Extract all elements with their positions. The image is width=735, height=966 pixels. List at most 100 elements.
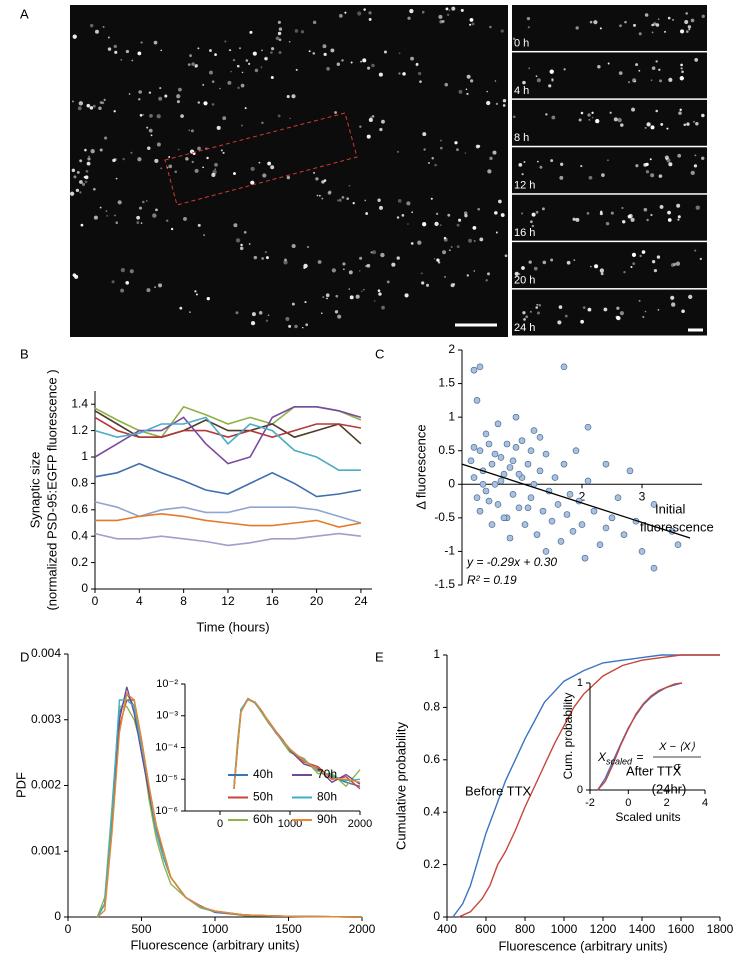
punctum	[605, 221, 610, 226]
punctum	[249, 30, 253, 34]
punctum	[695, 205, 700, 210]
punctum	[352, 202, 355, 205]
punctum	[680, 29, 685, 34]
punctum	[128, 93, 131, 95]
scatter-point	[503, 440, 511, 448]
punctum	[211, 103, 215, 106]
punctum	[74, 274, 79, 279]
punctum	[582, 306, 586, 309]
punctum	[686, 122, 690, 126]
scatter-point	[584, 477, 592, 485]
punctum	[158, 96, 163, 101]
punctum	[219, 87, 221, 90]
punctum	[419, 80, 422, 83]
punctum	[220, 149, 223, 152]
punctum	[80, 223, 84, 227]
punctum	[214, 168, 217, 170]
punctum	[258, 311, 263, 315]
punctum	[430, 197, 433, 200]
scatter-point	[527, 494, 535, 502]
punctum	[680, 67, 683, 70]
punctum	[548, 84, 552, 88]
punctum	[114, 50, 118, 54]
y-tick-label: 0	[448, 476, 455, 490]
punctum	[632, 78, 637, 83]
punctum	[396, 216, 400, 219]
punctum	[657, 18, 660, 21]
punctum	[642, 315, 645, 319]
punctum	[140, 41, 143, 44]
punctum	[630, 265, 633, 269]
punctum	[623, 270, 626, 274]
series-line	[452, 654, 720, 918]
punctum	[694, 57, 699, 62]
punctum	[264, 251, 267, 254]
punctum	[595, 118, 600, 124]
punctum	[599, 268, 605, 273]
punctum	[349, 295, 354, 300]
punctum	[203, 234, 205, 236]
time-label: 8 h	[514, 132, 529, 144]
punctum	[630, 217, 635, 222]
strip	[512, 52, 707, 99]
punctum	[194, 64, 199, 68]
scatter-point	[485, 440, 493, 448]
panel-label: A	[20, 6, 29, 21]
scatter-point	[491, 450, 499, 458]
y-tick-label: 0.001	[31, 843, 61, 857]
punctum	[240, 124, 243, 127]
punctum	[521, 212, 524, 215]
punctum	[469, 17, 474, 22]
punctum	[88, 155, 90, 158]
punctum	[252, 51, 257, 56]
punctum	[632, 262, 636, 266]
punctum	[154, 158, 159, 163]
punctum	[305, 323, 309, 327]
time-label: 24 h	[514, 322, 535, 334]
punctum	[594, 264, 599, 269]
punctum	[84, 148, 87, 152]
punctum	[104, 136, 108, 140]
punctum	[668, 162, 673, 167]
x-tick-label: 1800	[707, 922, 734, 936]
punctum	[295, 68, 298, 71]
punctum	[591, 111, 594, 114]
punctum	[79, 159, 83, 163]
x-tick-label: 1600	[668, 922, 695, 936]
punctum	[115, 177, 118, 180]
y-tick-label: 1.2	[71, 423, 88, 437]
punctum	[102, 25, 105, 28]
punctum	[147, 146, 151, 150]
x-tick-label: 1400	[629, 922, 656, 936]
punctum	[326, 67, 330, 71]
scatter-point	[536, 433, 544, 441]
punctum	[444, 275, 446, 278]
scatter-point	[485, 497, 493, 505]
punctum	[599, 212, 603, 216]
scatter-point	[533, 531, 541, 538]
scatter-point	[476, 507, 484, 515]
punctum	[690, 170, 695, 175]
punctum	[105, 210, 108, 213]
scatter-point	[614, 494, 622, 502]
panel-label: B	[20, 346, 29, 361]
punctum	[621, 206, 624, 210]
punctum	[284, 258, 287, 262]
punctum	[599, 27, 602, 30]
punctum	[660, 122, 664, 126]
scatter-point	[512, 413, 520, 421]
punctum	[551, 115, 556, 120]
x-tick-label: 2000	[348, 818, 372, 830]
punctum	[694, 154, 697, 157]
scatter-point	[530, 427, 538, 434]
punctum	[264, 56, 269, 61]
punctum	[165, 219, 169, 222]
punctum	[363, 8, 366, 11]
punctum	[425, 283, 430, 287]
punctum	[676, 203, 681, 208]
punctum	[197, 223, 201, 227]
formula-numerator: X − ⟨X⟩	[658, 741, 696, 753]
punctum	[179, 306, 183, 310]
punctum	[336, 199, 339, 202]
punctum	[153, 40, 158, 45]
